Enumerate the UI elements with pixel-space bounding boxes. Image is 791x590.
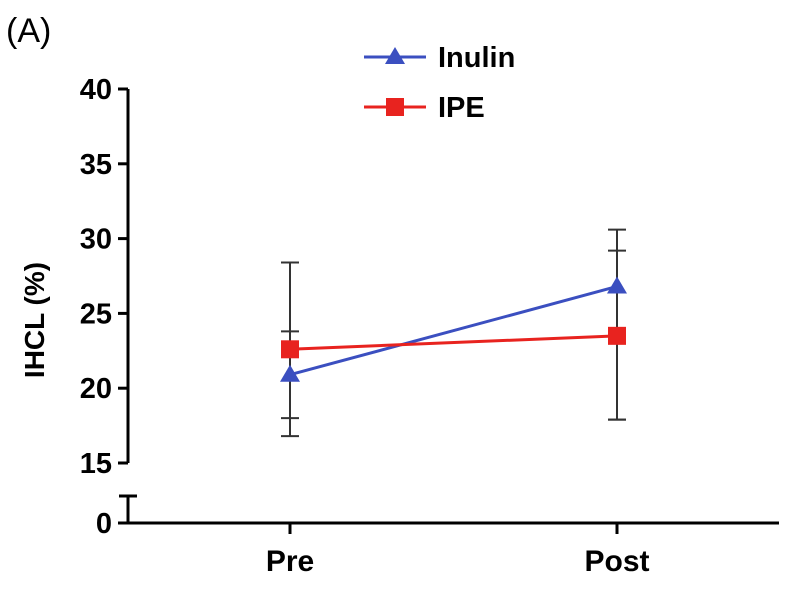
- data-point-ipe-post: [608, 326, 626, 345]
- legend: Inulin IPE: [364, 42, 515, 124]
- data-point-inulin-pre: [280, 364, 300, 382]
- y-axis-title: IHCL (%): [19, 262, 50, 378]
- legend-item-ipe: IPE: [364, 92, 485, 124]
- y-tick-label-40: 40: [80, 74, 112, 106]
- data-point-inulin-post: [607, 276, 627, 294]
- series-layer: [280, 228, 627, 438]
- y-tick-label-25: 25: [80, 298, 112, 330]
- legend-marker-ipe: [386, 98, 404, 116]
- y-tick-label-20: 20: [80, 373, 112, 405]
- legend-marker-inulin: [385, 47, 405, 64]
- x-tick-label-post: Post: [584, 545, 649, 578]
- series-line-ipe: [289, 334, 618, 351]
- x-tick-label-pre: Pre: [266, 545, 314, 578]
- y-tick-label-35: 35: [80, 149, 112, 181]
- series-line-inulin: [289, 285, 618, 377]
- legend-label-ipe: IPE: [438, 92, 485, 124]
- y-tick-label-30: 30: [80, 224, 112, 256]
- y-axis: 0 15 20 25 30 35 40: [80, 74, 137, 540]
- x-axis: Pre Post: [128, 521, 779, 578]
- y-tick-label-15: 15: [80, 448, 112, 480]
- legend-item-inulin: Inulin: [364, 42, 515, 74]
- legend-label-inulin: Inulin: [438, 42, 515, 74]
- data-point-ipe-pre: [281, 340, 299, 359]
- panel-label: (A): [6, 12, 51, 50]
- y-tick-label-0: 0: [96, 508, 112, 540]
